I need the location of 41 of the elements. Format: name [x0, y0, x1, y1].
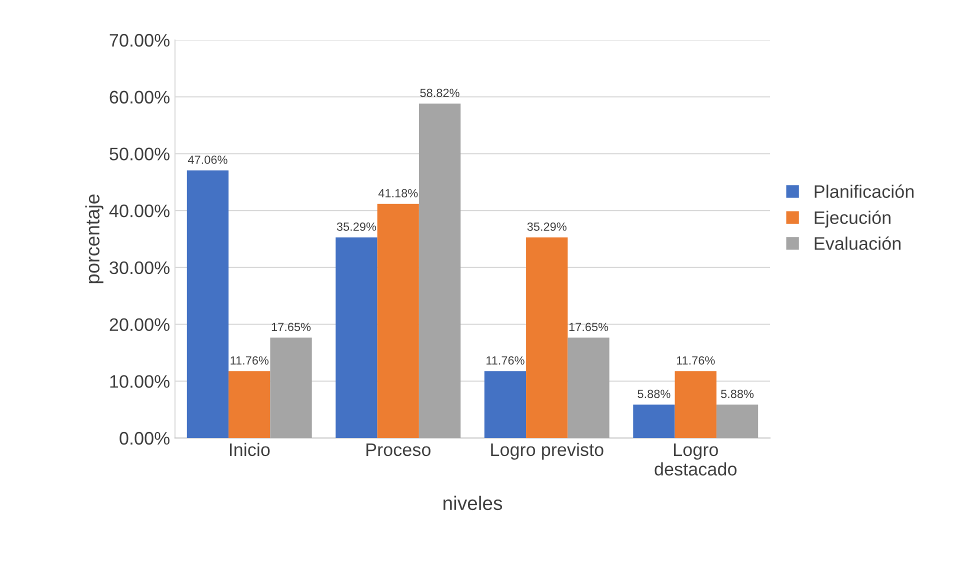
- data-label: 47.06%: [188, 156, 228, 164]
- bar: [336, 237, 378, 438]
- data-label: 11.76%: [486, 356, 524, 365]
- x-axis-title: niveles: [444, 496, 502, 510]
- y-tick-label: 30.00%: [110, 261, 170, 274]
- data-label: 58.82%: [420, 88, 460, 98]
- y-tick-label: 50.00%: [110, 148, 170, 160]
- x-tick-label: Inicio: [230, 442, 270, 456]
- data-label: 5.88%: [638, 390, 670, 398]
- bar: [633, 404, 675, 438]
- data-label: 35.29%: [336, 222, 376, 231]
- x-tick-label: Logro previsto: [491, 442, 604, 460]
- x-tick-label: Logro destacado: [654, 444, 737, 476]
- legend-label: Evaluación: [814, 236, 900, 250]
- y-axis-title: porcentaje: [85, 194, 104, 284]
- bar: [228, 371, 270, 438]
- data-label: 17.65%: [569, 322, 608, 332]
- bar: [186, 170, 229, 438]
- legend-label: Ejecución: [814, 210, 890, 228]
- data-label: 5.88%: [721, 390, 754, 398]
- data-label: 17.65%: [272, 322, 311, 332]
- y-tick-label: 20.00%: [110, 318, 170, 332]
- y-tick-label: 10.00%: [110, 375, 170, 388]
- bar: [526, 237, 568, 438]
- bar: [270, 338, 312, 438]
- legend-label: Planificación: [814, 184, 914, 198]
- bar: [377, 204, 419, 438]
- x-tick-label: Proceso: [366, 444, 430, 456]
- y-tick-label: 40.00%: [109, 204, 170, 218]
- bar: [674, 371, 716, 438]
- y-tick-label: 70.00%: [110, 34, 170, 47]
- bar: [716, 404, 758, 438]
- bar: [418, 104, 461, 438]
- data-label: 11.76%: [676, 356, 715, 365]
- data-label: 11.76%: [230, 356, 269, 365]
- data-label: 35.29%: [527, 222, 566, 231]
- bar: [484, 371, 526, 438]
- y-tick-label: 0.00%: [120, 432, 170, 445]
- data-label: 41.18%: [378, 189, 418, 198]
- bar: [568, 338, 610, 438]
- y-tick-label: 60.00%: [110, 90, 170, 104]
